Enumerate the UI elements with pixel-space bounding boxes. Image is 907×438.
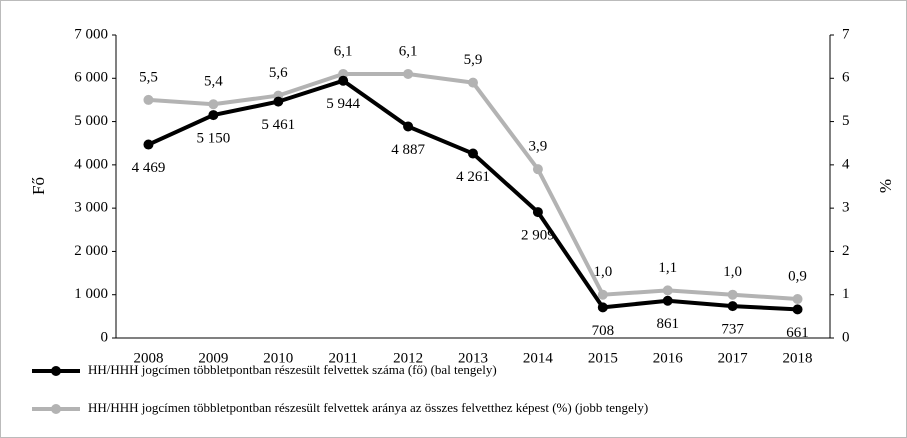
point	[597, 289, 608, 300]
point	[208, 99, 219, 110]
point	[597, 302, 608, 313]
data-label: 0,9	[788, 268, 807, 284]
data-label: 5 944	[326, 96, 360, 112]
point	[532, 207, 543, 218]
y2-tick-label: 1	[842, 286, 850, 302]
data-label: 6,1	[334, 43, 353, 59]
x-tick-label: 2013	[458, 350, 488, 366]
y2-tick-label: 6	[842, 70, 850, 86]
legend-label: HH/HHH jogcímen többletpontban részesült…	[88, 362, 497, 377]
point	[727, 301, 738, 312]
point	[468, 77, 478, 88]
x-tick-label: 2010	[263, 350, 293, 366]
point	[468, 148, 478, 159]
x-tick-label: 2008	[133, 350, 163, 366]
data-label: 737	[721, 322, 744, 338]
data-label: 861	[656, 316, 679, 332]
data-label: 4 469	[132, 160, 166, 176]
data-label: 5,6	[269, 65, 288, 81]
legend-marker	[51, 404, 61, 414]
x-tick-label: 2011	[328, 350, 357, 366]
point	[532, 164, 543, 175]
data-label: 4 887	[391, 142, 425, 158]
x-tick-label: 2017	[718, 350, 749, 366]
x-tick-label: 2018	[783, 350, 813, 366]
y2-tick-label: 4	[842, 156, 850, 172]
legend-marker	[51, 366, 61, 376]
data-label: 5 461	[261, 117, 295, 133]
data-label: 1,1	[658, 260, 677, 276]
point	[273, 96, 284, 107]
y-tick-label: 0	[101, 329, 109, 345]
y2-tick-label: 7	[842, 26, 850, 42]
point	[662, 295, 673, 306]
point	[403, 121, 414, 132]
data-label: 2 909	[521, 228, 555, 244]
data-label: 708	[592, 323, 615, 339]
point	[338, 75, 349, 86]
point	[662, 285, 673, 296]
point	[208, 110, 219, 121]
y-tick-label: 7 000	[74, 26, 108, 42]
legend-label: HH/HHH jogcímen többletpontban részesült…	[88, 400, 648, 415]
data-label: 4 261	[456, 169, 490, 185]
data-label: 5 150	[196, 131, 230, 147]
y-tick-label: 6 000	[74, 70, 108, 86]
y-tick-label: 1 000	[74, 286, 108, 302]
data-label: 5,4	[204, 74, 223, 90]
y2-tick-label: 2	[842, 243, 850, 259]
x-tick-label: 2009	[198, 350, 228, 366]
y2-tick-label: 3	[842, 200, 850, 216]
y-tick-label: 5 000	[74, 113, 108, 129]
x-tick-label: 2012	[393, 350, 423, 366]
y-tick-label: 3 000	[74, 200, 108, 216]
data-label: 1,0	[593, 264, 612, 280]
data-label: 6,1	[399, 43, 418, 59]
y2-axis-label: %	[876, 179, 895, 193]
point	[792, 304, 803, 315]
point	[727, 289, 738, 300]
point	[792, 294, 803, 305]
x-tick-label: 2015	[588, 350, 618, 366]
x-tick-label: 2014	[523, 350, 554, 366]
x-tick-label: 2016	[653, 350, 684, 366]
point	[143, 139, 154, 150]
data-label: 3,9	[529, 139, 548, 155]
data-label: 5,9	[464, 52, 483, 68]
y2-tick-label: 5	[842, 113, 850, 129]
y2-tick-label: 0	[842, 329, 850, 345]
y-tick-label: 4 000	[74, 156, 108, 172]
data-label: 1,0	[723, 264, 742, 280]
point	[403, 68, 414, 79]
data-label: 661	[786, 325, 809, 341]
point	[143, 94, 154, 105]
y-tick-label: 2 000	[74, 243, 108, 259]
y-axis-label: Fő	[29, 177, 48, 195]
data-label: 5,5	[139, 69, 158, 85]
